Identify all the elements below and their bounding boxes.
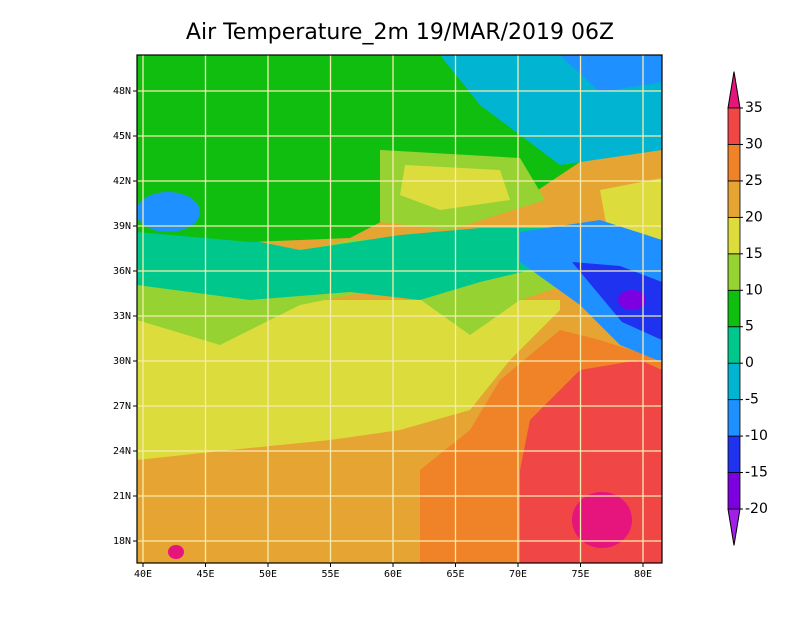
- colorbar-label: -5: [745, 392, 759, 408]
- colorbar: -20 -15 -10 -5 0 5 10 15 20 25 30 35: [727, 71, 768, 546]
- map-title: Air Temperature_2m 19/MAR/2019 06Z: [186, 20, 614, 45]
- colorbar-box: [727, 107, 741, 145]
- colorbar-box: [727, 435, 741, 473]
- colorbar-label: -10: [745, 428, 768, 444]
- colorbar-label: -15: [745, 465, 768, 481]
- grid: 40E 45E 50E 55E 60E 65E 70E 75E 80E 18N 21N 24N 27N 3…: [113, 55, 662, 580]
- map-frame: [136, 54, 663, 564]
- y-tick-label: 48N: [113, 86, 131, 97]
- field-region: [137, 228, 565, 300]
- colorbar-box: [727, 216, 741, 255]
- field-region: [618, 290, 646, 310]
- colorbar-label: 30: [745, 136, 763, 152]
- colorbar-label: -20: [745, 501, 768, 517]
- field-region: [168, 545, 184, 559]
- colorbar-box: [727, 399, 741, 437]
- colorbar-label: 0: [745, 355, 754, 371]
- colorbar-box: [727, 289, 741, 328]
- y-tick-label: 45N: [113, 131, 131, 142]
- y-tick-label: 36N: [113, 266, 131, 277]
- y-tick-label: 27N: [113, 401, 131, 412]
- x-tick-label: 60E: [384, 569, 402, 580]
- y-tick-label: 42N: [113, 176, 131, 187]
- x-tick-label: 40E: [134, 569, 152, 580]
- colorbar-end: [727, 71, 741, 109]
- colorbar-label: 20: [745, 209, 763, 225]
- colorbar-end: [727, 508, 741, 546]
- colorbar-label: 25: [745, 173, 763, 189]
- y-tick-label: 33N: [113, 311, 131, 322]
- colorbar-box: [727, 326, 741, 364]
- field-region: [520, 220, 662, 362]
- x-tick-label: 55E: [321, 569, 339, 580]
- x-tick-label: 45E: [196, 569, 214, 580]
- colorbar-box: [727, 180, 741, 218]
- field-region: [137, 192, 200, 232]
- colorbar-label: 35: [745, 100, 763, 116]
- colorbar-box: [727, 472, 741, 510]
- x-tick-label: 70E: [509, 569, 527, 580]
- field-region: [560, 55, 662, 92]
- field-region: [572, 492, 632, 548]
- y-tick-label: 24N: [113, 446, 131, 457]
- y-tick-label: 21N: [113, 491, 131, 502]
- y-tick-label: 18N: [113, 536, 131, 547]
- colorbar-box: [727, 362, 741, 401]
- temperature-field: [137, 55, 662, 563]
- colorbar-label: 15: [745, 246, 763, 262]
- y-tick-label: 30N: [113, 356, 131, 367]
- x-tick-label: 65E: [446, 569, 464, 580]
- colorbar-label: 5: [745, 319, 754, 335]
- field-region: [572, 262, 662, 340]
- x-tick-label: 50E: [259, 569, 277, 580]
- x-tick-label: 80E: [634, 569, 652, 580]
- y-tick-label: 39N: [113, 221, 131, 232]
- colorbar-box: [727, 144, 741, 182]
- field-region: [137, 300, 560, 460]
- colorbar-box: [727, 253, 741, 291]
- colorbar-label: 10: [745, 282, 763, 298]
- x-tick-label: 75E: [571, 569, 589, 580]
